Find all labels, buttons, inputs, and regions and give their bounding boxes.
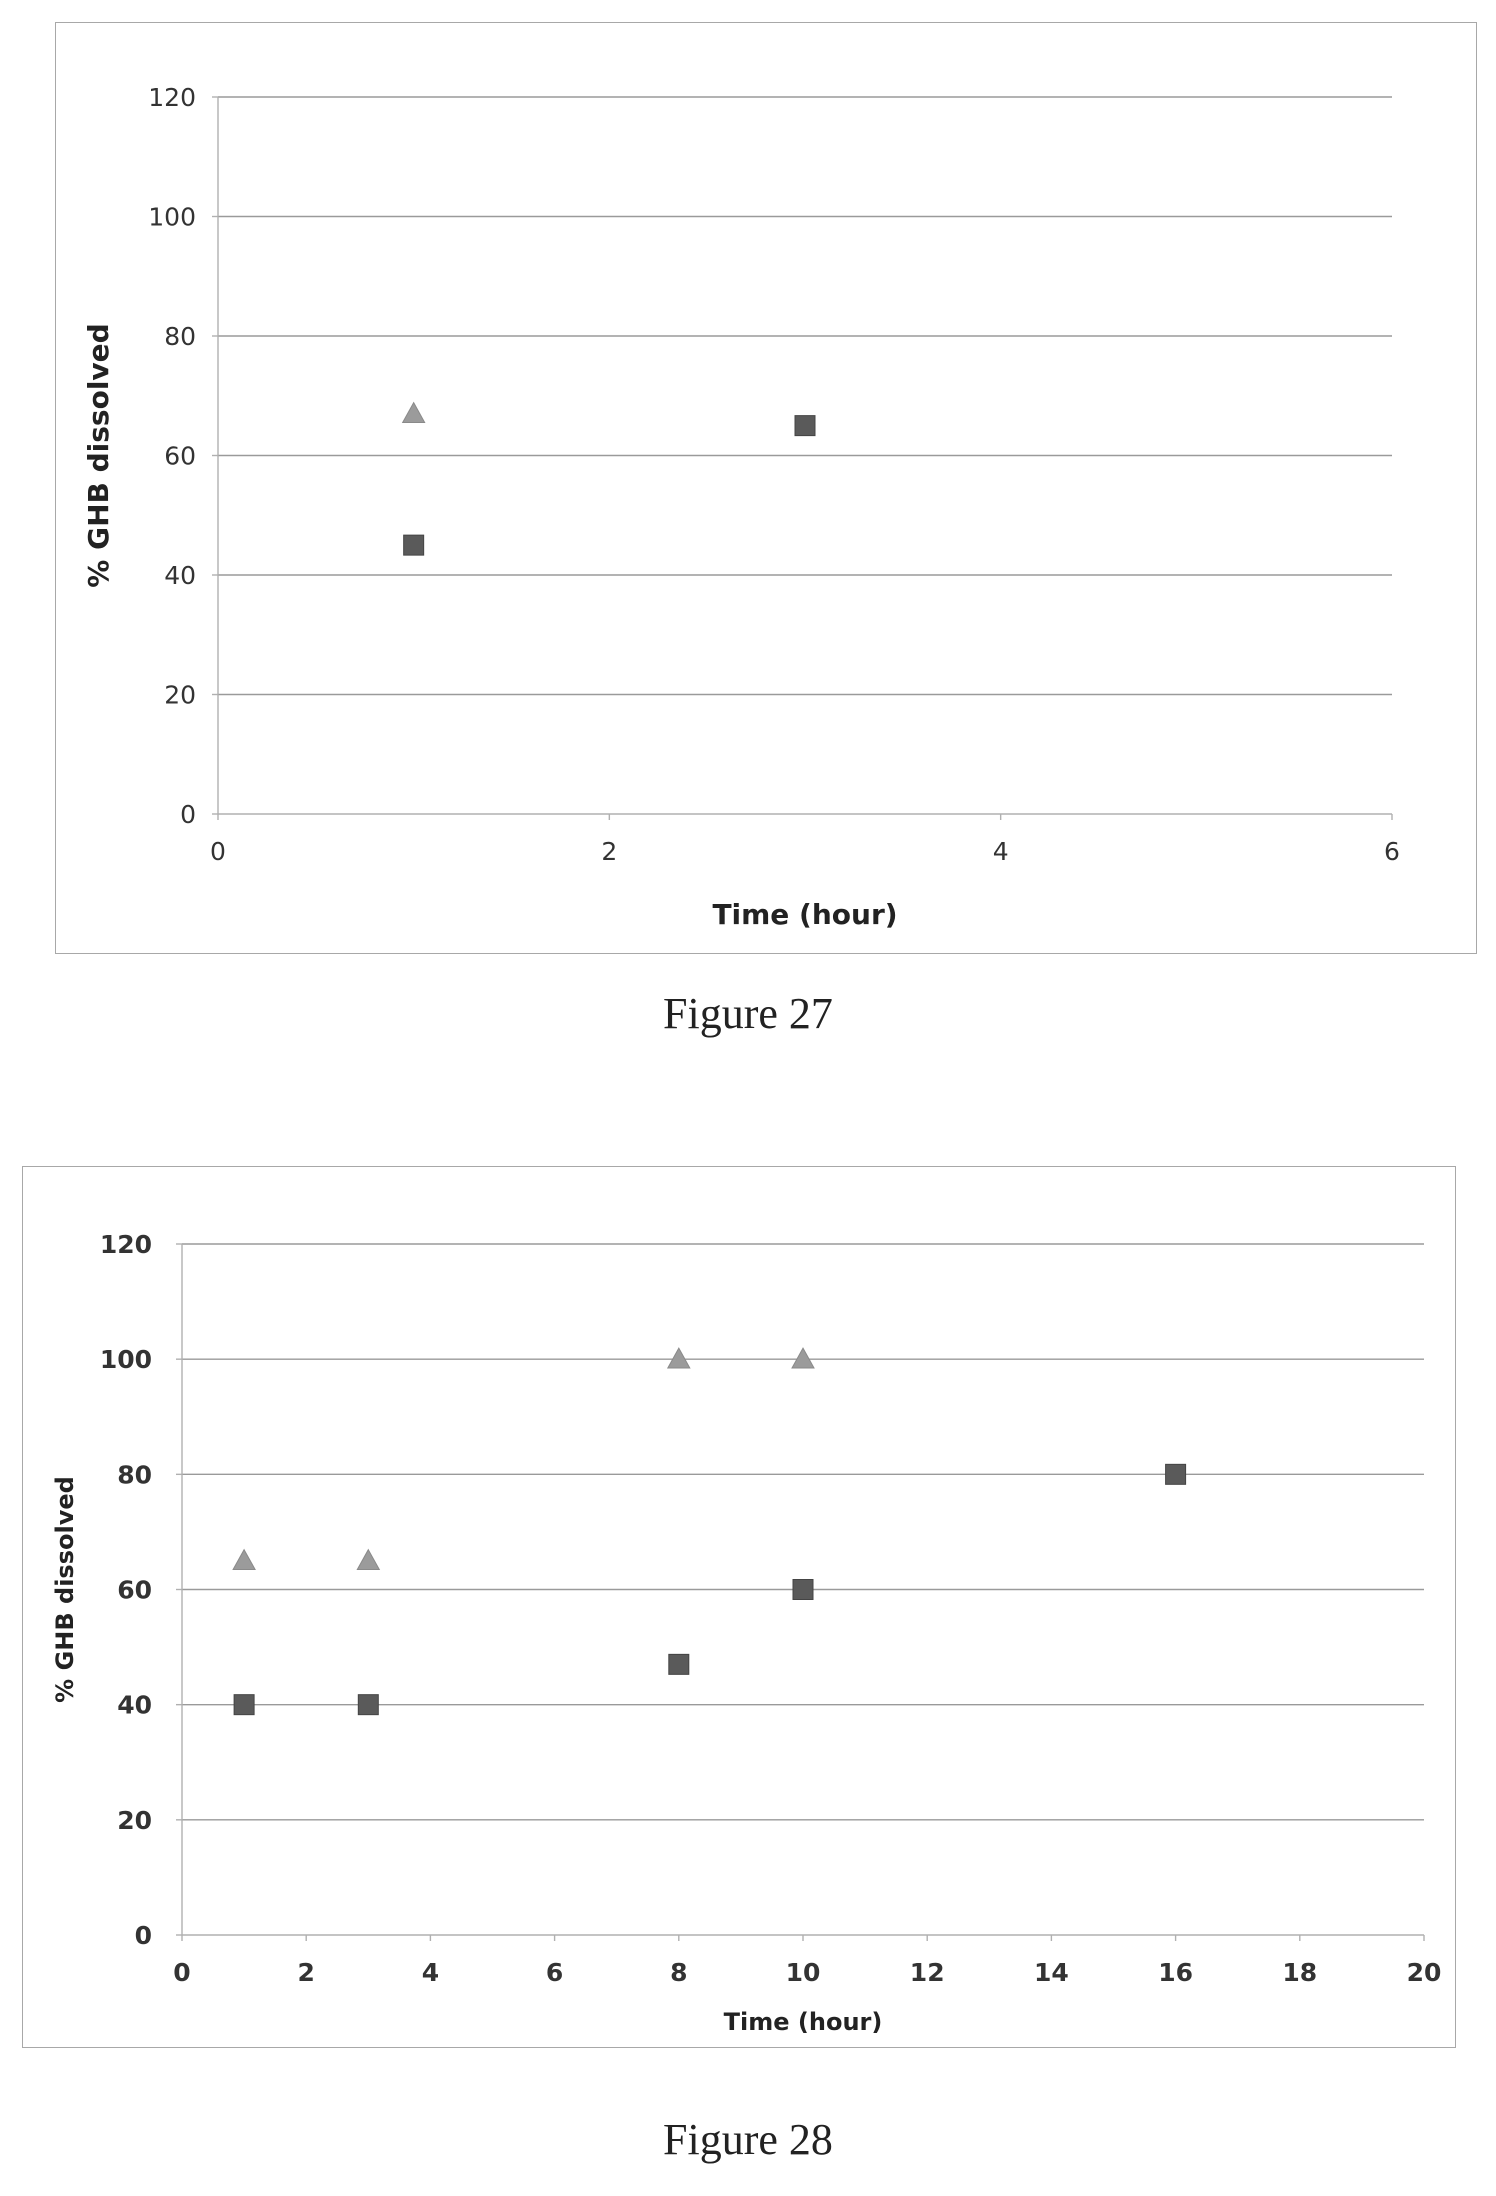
fig28-y-tick-label: 40: [117, 1691, 152, 1720]
fig27-y-tick-label: 60: [164, 442, 196, 471]
fig28-x-axis-title: Time (hour): [724, 2008, 883, 2036]
fig27-y-tick-label: 20: [164, 681, 196, 710]
fig28-x-tick-label: 20: [1407, 1958, 1442, 1987]
fig28-x-tick-label: 16: [1158, 1958, 1193, 1987]
fig28-x-tick-label: 8: [670, 1958, 687, 1987]
fig28-square-point: [233, 1694, 255, 1716]
fig28-y-tick-label: 100: [100, 1345, 152, 1374]
fig28-y-axis-title: % GHB dissolved: [51, 1476, 79, 1703]
fig28-x-tick-label: 10: [786, 1958, 821, 1987]
fig28-triangle-point: [356, 1548, 381, 1571]
fig28-square-point: [668, 1653, 690, 1675]
fig28-y-tick-label: 60: [117, 1576, 152, 1605]
fig27-x-tick-label: 0: [210, 837, 226, 866]
fig28-x-tick-label: 18: [1282, 1958, 1317, 1987]
fig27-triangle-point: [401, 401, 426, 423]
fig28-y-tick-label: 120: [100, 1230, 152, 1259]
fig28-x-tick-label: 2: [297, 1958, 314, 1987]
fig27-square-point: [403, 534, 425, 556]
fig28-triangle-point: [791, 1347, 815, 1369]
fig27-y-tick-label: 0: [180, 800, 196, 829]
fig28-x-tick-label: 14: [1034, 1958, 1069, 1987]
fig28-y-tick-label: 0: [135, 1921, 152, 1950]
fig28-triangle-point: [232, 1548, 256, 1571]
fig28-y-tick-label: 80: [117, 1460, 152, 1489]
fig27-y-tick-label: 100: [148, 203, 196, 232]
fig28-x-tick-label: 6: [546, 1958, 563, 1987]
fig28-x-tick-label: 12: [910, 1958, 945, 1987]
figure-27-chart-frame: [55, 22, 1477, 954]
figure-27-chart: 0 20 40 60 80 100 120 0 2 4 6 Time (hour) % GHB diss…: [82, 83, 1400, 931]
figure-27-caption: Figure 27: [663, 989, 833, 1038]
fig28-x-tick-label: 4: [422, 1958, 439, 1987]
fig28-x-tick-label: 0: [173, 1958, 190, 1987]
fig27-y-tick-label: 120: [148, 83, 196, 112]
fig28-triangle-point: [666, 1347, 691, 1369]
fig27-x-tick-label: 4: [993, 837, 1009, 866]
fig27-y-axis-title: % GHB dissolved: [82, 323, 115, 587]
fig28-square-point: [792, 1579, 814, 1600]
fig27-y-tick-label: 40: [164, 561, 196, 590]
fig28-y-tick-label: 20: [117, 1806, 152, 1835]
fig28-square-point: [1165, 1463, 1187, 1485]
figure-28-chart-frame: [22, 1166, 1456, 2048]
fig27-x-tick-label: 6: [1384, 837, 1400, 866]
fig27-x-axis-title: Time (hour): [712, 898, 897, 931]
fig27-x-tick-label: 2: [601, 837, 617, 866]
figure-28-caption: Figure 28: [663, 2115, 833, 2164]
fig28-square-point: [357, 1694, 379, 1716]
fig27-square-point: [794, 415, 816, 437]
fig27-y-tick-label: 80: [164, 322, 196, 351]
